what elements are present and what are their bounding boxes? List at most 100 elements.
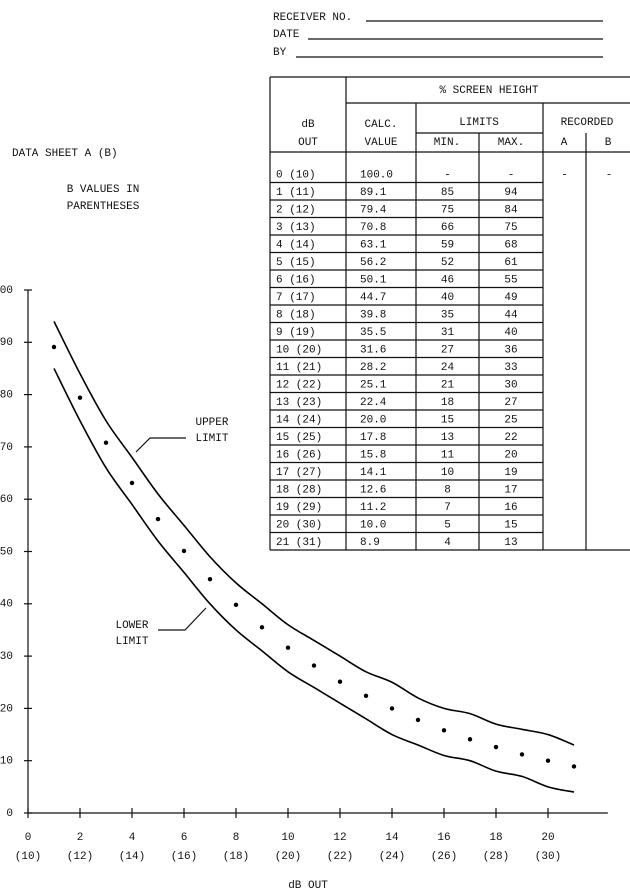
- x-tick-sublabel: (20): [275, 851, 301, 863]
- cell: 15: [504, 520, 517, 532]
- row-label: 0 (10): [276, 170, 316, 182]
- cell: -: [561, 170, 568, 182]
- column-header: CALC.: [364, 119, 397, 131]
- cell: 75: [441, 205, 454, 217]
- y-tick-label: 100: [0, 285, 13, 297]
- y-tick-label: 80: [0, 390, 13, 402]
- cell: 33: [504, 362, 517, 374]
- row-label: 3 (13): [276, 222, 316, 234]
- cell: 20: [504, 450, 517, 462]
- cell: 49: [504, 292, 517, 304]
- calc-value: 14.1: [360, 467, 387, 479]
- y-tick-label: 40: [0, 599, 13, 611]
- annotation: UPPER: [195, 417, 228, 429]
- cell: 31: [441, 327, 455, 339]
- y-tick-label: 60: [0, 494, 13, 506]
- data-point: [129, 480, 135, 486]
- cell: 22: [504, 432, 517, 444]
- data-point: [207, 577, 213, 582]
- calc-value: 44.7: [360, 292, 386, 304]
- data-point: [155, 516, 161, 522]
- calc-value: 100.0: [360, 170, 393, 182]
- row-label: 16 (26): [276, 450, 322, 462]
- calc-value: 56.2: [360, 257, 386, 269]
- column-header: RECORDED: [561, 117, 614, 129]
- x-tick-sublabel: (12): [67, 851, 93, 863]
- x-axis-label: dB OUT: [288, 880, 328, 892]
- row-label: 4 (14): [276, 240, 316, 252]
- x-tick-label: 12: [333, 832, 346, 844]
- data-point: [493, 744, 499, 750]
- calc-value: 70.8: [360, 222, 386, 234]
- cell: 36: [504, 345, 517, 357]
- cell: 8: [444, 485, 451, 497]
- data-point: [51, 344, 57, 350]
- group-header: % SCREEN HEIGHT: [439, 85, 538, 97]
- cell: 18: [441, 397, 454, 409]
- row-label: 15 (25): [276, 432, 322, 444]
- data-point: [337, 679, 343, 684]
- column-header: OUT: [298, 137, 318, 149]
- data-point: [103, 440, 109, 445]
- cell: 7: [444, 502, 451, 514]
- leader: [158, 607, 207, 631]
- x-tick-sublabel: (30): [535, 851, 561, 863]
- cell: 85: [441, 187, 454, 199]
- by-label: BY: [273, 47, 287, 59]
- calc-value: 10.0: [360, 520, 386, 532]
- row-label: 8 (18): [276, 310, 316, 322]
- y-tick-label: 10: [0, 756, 13, 768]
- data-point: [77, 395, 83, 400]
- cell: -: [508, 170, 515, 182]
- row-label: 10 (20): [276, 345, 322, 357]
- cell: 10: [441, 467, 454, 479]
- x-tick-label: 2: [77, 832, 84, 844]
- x-tick-sublabel: (28): [483, 851, 509, 863]
- column-header: LIMITS: [459, 117, 499, 129]
- cell: 25: [504, 415, 517, 427]
- cell: 35: [441, 310, 454, 322]
- cell: 13: [504, 537, 517, 549]
- data-point: [545, 758, 551, 763]
- row-label: 21 (31): [276, 537, 322, 549]
- y-tick-label: 0: [6, 808, 13, 820]
- calc-value: 12.6: [360, 485, 386, 497]
- x-tick-label: 20: [541, 832, 554, 844]
- x-tick-sublabel: (22): [327, 851, 353, 863]
- row-label: 7 (17): [276, 292, 316, 304]
- row-label: 17 (27): [276, 467, 322, 479]
- x-tick-label: 4: [129, 832, 136, 844]
- data-point: [233, 602, 239, 608]
- cell: 27: [441, 345, 454, 357]
- calc-value: 22.4: [360, 397, 387, 409]
- calc-value: 11.2: [360, 502, 386, 514]
- cell: 46: [441, 275, 454, 287]
- calc-value: 63.1: [360, 240, 387, 252]
- data-point: [467, 737, 473, 742]
- cell: 11: [441, 450, 455, 462]
- note: PARENTHESES: [67, 201, 140, 213]
- cell: -: [444, 170, 451, 182]
- cell: 61: [504, 257, 518, 269]
- x-tick-label: 0: [25, 832, 32, 844]
- x-tick-label: 14: [385, 832, 399, 844]
- x-tick-sublabel: (10): [15, 851, 41, 863]
- calc-value: 50.1: [360, 275, 387, 287]
- calc-value: 89.1: [360, 187, 387, 199]
- row-label: 11 (21): [276, 362, 322, 374]
- calc-value: 28.2: [360, 362, 386, 374]
- data-point: [389, 706, 395, 711]
- column-header: B: [605, 137, 612, 149]
- sheet-title: DATA SHEET A (B): [12, 148, 118, 160]
- row-label: 9 (19): [276, 327, 316, 339]
- cell: 5: [444, 520, 451, 532]
- cell: 94: [504, 187, 518, 199]
- y-tick-label: 90: [0, 337, 13, 349]
- leader: [135, 437, 186, 453]
- cell: 75: [504, 222, 517, 234]
- x-tick-label: 18: [489, 832, 502, 844]
- data-point: [519, 752, 525, 757]
- calc-value: 25.1: [360, 380, 387, 392]
